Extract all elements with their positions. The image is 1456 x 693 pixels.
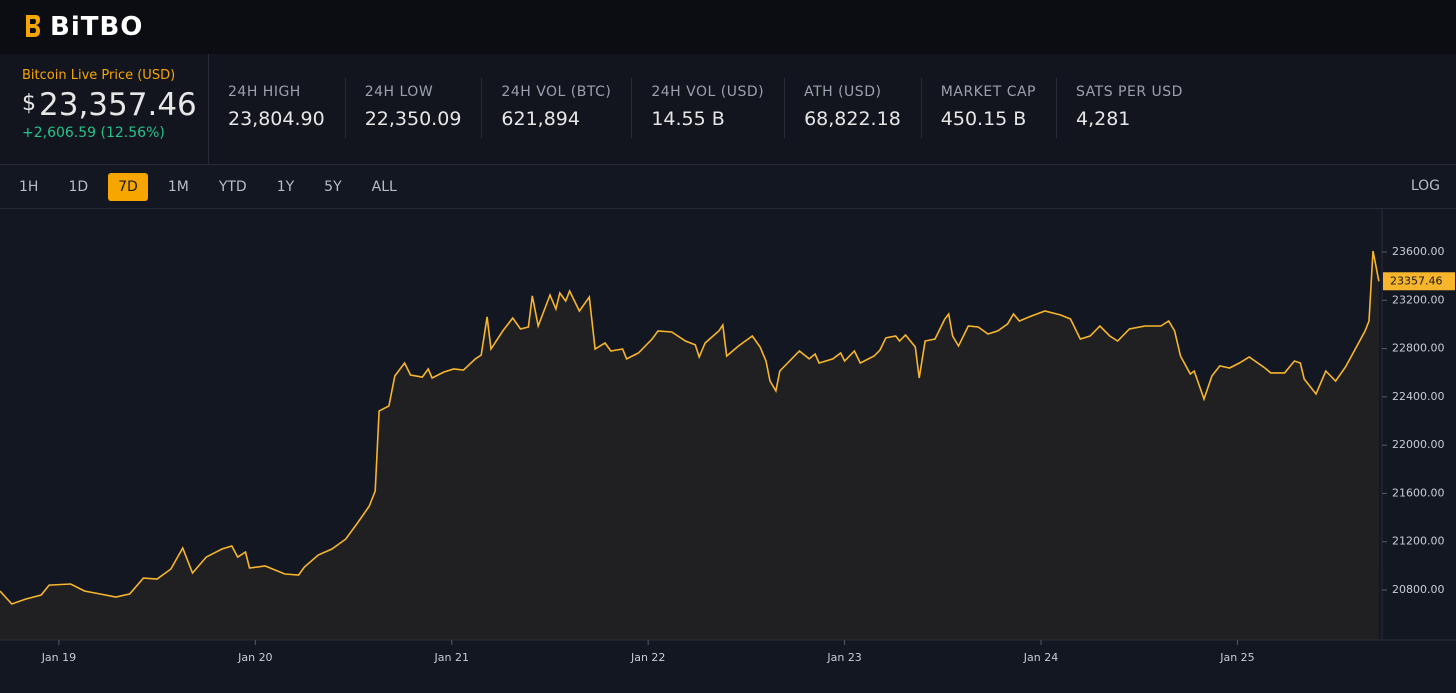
- currency: $: [22, 91, 36, 116]
- stat-label: SATS PER USD: [1076, 84, 1183, 100]
- x-tick-label: Jan 19: [41, 651, 76, 664]
- stat: 24H VOL (BTC) 621,894: [482, 78, 633, 138]
- y-tick-label: 21200.00: [1392, 535, 1445, 548]
- stat-label: 24H VOL (USD): [651, 84, 765, 100]
- y-tick-label: 21600.00: [1392, 486, 1445, 499]
- stat-value: 621,894: [501, 108, 580, 130]
- stat-value: 4,281: [1076, 108, 1131, 130]
- range-button[interactable]: 1D: [68, 178, 89, 195]
- stat: ATH (USD) 68,822.18: [785, 78, 922, 138]
- range-button[interactable]: ALL: [371, 178, 397, 195]
- stat-label: ATH (USD): [804, 84, 882, 100]
- chart: 20800.00 21200.00 21600.00 22000.00 22400.00…: [0, 209, 1456, 664]
- y-tick-label: 22400.00: [1392, 390, 1445, 403]
- range-bar: 1H 1D 7D 1M YTD 1Y 5Y ALL LOG: [0, 165, 1456, 209]
- stat: 24H LOW 22,350.09: [346, 78, 483, 138]
- x-tick-label: Jan 21: [434, 651, 469, 664]
- x-tick-label: Jan 22: [630, 651, 665, 664]
- stat: 24H HIGH 23,804.90: [209, 78, 346, 138]
- y-tick-label: 22800.00: [1392, 342, 1445, 355]
- stat-value: 22,350.09: [364, 108, 462, 130]
- range-button[interactable]: 1Y: [276, 178, 295, 195]
- range-button[interactable]: 1M: [167, 178, 189, 195]
- price-value-row: $23,357.46: [22, 87, 208, 123]
- stat-label: 24H HIGH: [228, 84, 301, 100]
- x-tick-label: Jan 20: [237, 651, 272, 664]
- range-button[interactable]: 5Y: [324, 178, 342, 195]
- x-tick-label: Jan 25: [1219, 651, 1254, 664]
- range-button[interactable]: 7D: [108, 172, 148, 201]
- y-tick-label: 20800.00: [1392, 583, 1445, 596]
- y-tick-label: 23600.00: [1392, 245, 1445, 258]
- logo-icon: [26, 15, 40, 37]
- stat: 24H VOL (USD) 14.55 B: [632, 78, 786, 138]
- price-change: +2,606.59 (12.56%): [22, 125, 165, 141]
- stat: SATS PER USD 4,281: [1057, 78, 1203, 138]
- x-tick-label: Jan 23: [826, 651, 861, 664]
- price-block: Bitcoin Live Price (USD) $23,357.46 +2,6…: [0, 54, 209, 164]
- stat: MARKET CAP 450.15 B: [922, 78, 1057, 138]
- stat-value: 450.15 B: [940, 108, 1027, 130]
- stat-value: 23,804.90: [228, 108, 325, 130]
- last-price-label: 23357.46: [1390, 274, 1443, 287]
- stat-label: 24H VOL (BTC): [501, 84, 612, 100]
- stats-bar: Bitcoin Live Price (USD) $23,357.46 +2,6…: [0, 54, 1456, 165]
- stat-value: 14.55 B: [651, 108, 725, 130]
- price-area: [0, 251, 1379, 640]
- stat-label: MARKET CAP: [940, 84, 1036, 100]
- y-tick-label: 23200.00: [1392, 293, 1445, 306]
- range-button[interactable]: 1H: [19, 178, 39, 195]
- price-line: [0, 250, 1380, 605]
- log-toggle[interactable]: LOG: [1410, 178, 1440, 194]
- stat-label: 24H LOW: [364, 84, 434, 100]
- top-bar: BiTBO: [0, 0, 1456, 54]
- last-price-marker: [1383, 272, 1455, 291]
- range-button[interactable]: YTD: [218, 178, 247, 195]
- logo[interactable]: BiTBO: [50, 12, 144, 42]
- stat-value: 68,822.18: [804, 108, 901, 130]
- y-tick-label: 22000.00: [1392, 438, 1445, 451]
- price-value: 23,357.46: [39, 87, 197, 123]
- x-tick-label: Jan 24: [1023, 651, 1058, 664]
- price-label: Bitcoin Live Price (USD): [22, 68, 176, 83]
